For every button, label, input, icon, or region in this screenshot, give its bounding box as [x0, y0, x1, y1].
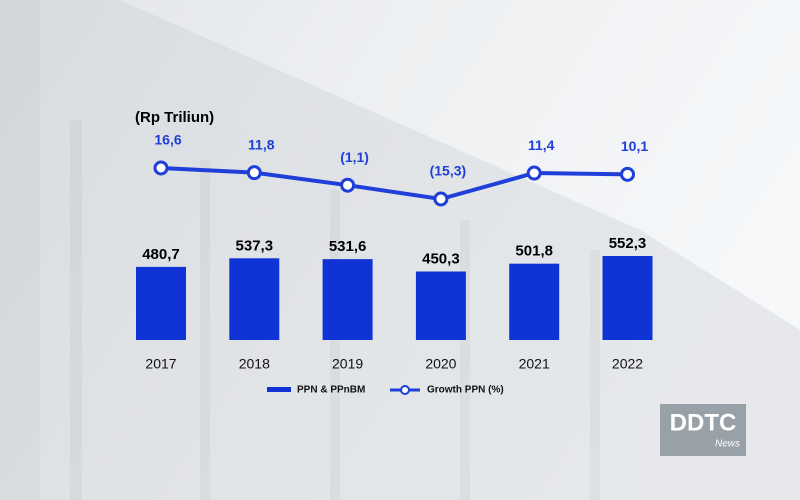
line-value-label: 11,4	[528, 137, 555, 153]
x-tick-label: 2021	[519, 356, 550, 372]
x-tick-label: 2018	[239, 356, 270, 372]
bar	[322, 259, 373, 340]
x-tick-label: 2022	[612, 356, 643, 372]
unit-label: (Rp Triliun)	[135, 109, 214, 126]
line	[160, 166, 628, 202]
bar	[136, 266, 186, 340]
x-tick-label: 2017	[145, 356, 176, 372]
x-tick-label: 2019	[332, 356, 363, 372]
bar-value-label: 552,3	[609, 235, 647, 252]
line-value-label: (15,3)	[430, 163, 467, 179]
line-point	[526, 165, 542, 181]
line-point	[246, 165, 262, 181]
x-tick-label: 2020	[425, 356, 456, 372]
line-point	[433, 191, 449, 207]
bar-value-label: 480,7	[142, 246, 180, 263]
legend-label: PPN & PPnBM	[297, 385, 365, 396]
bar-value-label: 531,6	[329, 238, 367, 255]
logo-sub: News	[715, 439, 740, 450]
bar	[602, 256, 653, 340]
bar	[509, 263, 560, 340]
bar-value-label: 450,3	[422, 250, 460, 267]
bar	[415, 271, 466, 340]
line-value-label: (1,1)	[340, 149, 369, 165]
logo-box	[660, 404, 746, 456]
line-value-label: 11,8	[248, 136, 275, 152]
legend-swatch-marker	[400, 385, 410, 395]
bar	[229, 258, 280, 340]
line-point	[340, 177, 356, 193]
line-point	[620, 166, 635, 182]
line-point	[153, 160, 169, 176]
legend-swatch	[267, 387, 291, 392]
line-value-label: 10,1	[621, 138, 648, 154]
line-value-label: 16,6	[154, 132, 181, 148]
logo-brand: DDTC	[670, 409, 737, 436]
bar-value-label: 501,8	[515, 243, 553, 260]
bar-value-label: 537,3	[236, 237, 274, 254]
legend-label: Growth PPN (%)	[427, 385, 504, 396]
